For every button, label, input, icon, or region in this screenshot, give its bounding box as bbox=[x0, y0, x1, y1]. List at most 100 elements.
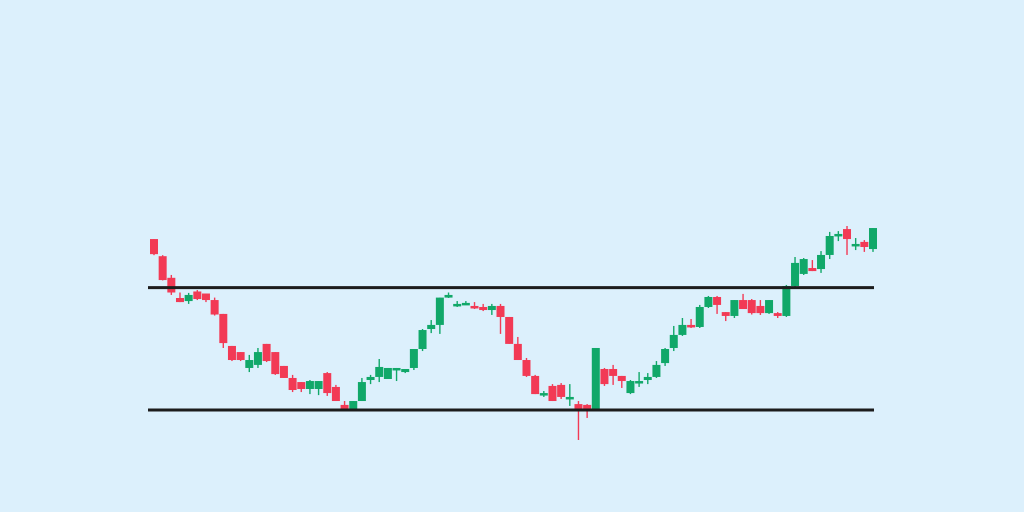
candle bbox=[305, 380, 314, 395]
candle-body bbox=[539, 393, 548, 396]
candle-body bbox=[245, 360, 254, 368]
candle-body bbox=[496, 305, 505, 317]
candle-body bbox=[799, 259, 808, 274]
candle bbox=[253, 347, 262, 368]
candle bbox=[479, 303, 488, 312]
candle bbox=[201, 293, 210, 303]
candle bbox=[669, 325, 678, 352]
candle-body bbox=[791, 262, 800, 286]
candle-body bbox=[600, 368, 609, 385]
candle-body bbox=[652, 364, 661, 377]
candle-body bbox=[193, 291, 202, 300]
candle bbox=[150, 239, 158, 256]
candle bbox=[843, 225, 852, 255]
candle bbox=[721, 312, 730, 322]
candle bbox=[687, 319, 696, 328]
candle-body bbox=[409, 349, 418, 368]
candle-body bbox=[383, 367, 392, 379]
candle bbox=[383, 367, 392, 379]
candle bbox=[869, 228, 877, 252]
candle bbox=[695, 304, 704, 328]
candle bbox=[262, 343, 271, 363]
candle-body bbox=[574, 404, 583, 410]
candle bbox=[297, 382, 306, 393]
candle bbox=[817, 251, 826, 273]
candle bbox=[773, 312, 782, 318]
candle-body bbox=[297, 382, 306, 389]
candle-body bbox=[392, 367, 401, 371]
candle bbox=[791, 257, 800, 287]
candle bbox=[834, 231, 843, 242]
candle-body bbox=[201, 293, 210, 301]
candle bbox=[444, 292, 453, 299]
candle bbox=[531, 374, 540, 395]
candle-body bbox=[331, 386, 340, 402]
candle bbox=[470, 302, 479, 310]
candle bbox=[808, 260, 817, 272]
candle bbox=[557, 383, 566, 399]
candle-body bbox=[323, 373, 332, 394]
candle-body bbox=[444, 294, 453, 298]
candle-body bbox=[617, 375, 626, 382]
candle-body bbox=[773, 313, 782, 316]
candle bbox=[626, 380, 635, 395]
candle-body bbox=[366, 376, 375, 381]
candle-body bbox=[817, 254, 826, 270]
candle bbox=[366, 374, 375, 385]
candle-body bbox=[721, 312, 730, 316]
candle-body bbox=[184, 294, 193, 302]
candle-body bbox=[461, 302, 470, 306]
candle bbox=[765, 300, 774, 314]
candle bbox=[219, 313, 228, 348]
candle bbox=[704, 295, 713, 308]
candle bbox=[245, 354, 254, 373]
candle-body bbox=[210, 300, 219, 315]
candle-body bbox=[869, 228, 877, 250]
candle bbox=[799, 258, 808, 275]
candle-body bbox=[219, 313, 228, 344]
candle-body bbox=[713, 296, 722, 305]
candle-body bbox=[557, 384, 566, 397]
candle bbox=[609, 364, 618, 385]
candle bbox=[392, 367, 401, 382]
candle-body bbox=[470, 305, 479, 309]
candle bbox=[713, 295, 722, 314]
candle-body bbox=[704, 296, 713, 307]
candle bbox=[401, 368, 410, 374]
candle bbox=[565, 384, 574, 406]
candle bbox=[739, 293, 748, 310]
candle bbox=[851, 238, 860, 251]
candle bbox=[548, 384, 557, 402]
candle-body bbox=[860, 241, 869, 248]
candle-body bbox=[271, 352, 280, 375]
candle-body bbox=[609, 368, 618, 376]
candle bbox=[184, 292, 193, 304]
candle-body bbox=[262, 343, 271, 362]
candle bbox=[591, 347, 600, 410]
candle bbox=[825, 231, 834, 260]
candle bbox=[375, 359, 384, 383]
candle-body bbox=[227, 345, 236, 361]
candle-body bbox=[175, 298, 184, 303]
candle-body bbox=[687, 324, 696, 328]
candle-body bbox=[479, 306, 488, 311]
candle bbox=[652, 361, 661, 378]
candle-body bbox=[626, 381, 635, 394]
candle bbox=[357, 377, 366, 402]
candle bbox=[730, 300, 739, 318]
candle bbox=[210, 297, 219, 316]
candle bbox=[461, 301, 470, 306]
candle bbox=[167, 274, 176, 295]
candle bbox=[635, 372, 644, 387]
candle bbox=[227, 345, 236, 362]
candle-body bbox=[150, 239, 158, 255]
candle bbox=[418, 329, 427, 352]
candle bbox=[331, 384, 340, 402]
candle bbox=[678, 317, 687, 336]
candle bbox=[453, 301, 462, 307]
candle-body bbox=[782, 285, 791, 316]
candle-body bbox=[435, 297, 444, 325]
candle-body bbox=[357, 382, 366, 402]
